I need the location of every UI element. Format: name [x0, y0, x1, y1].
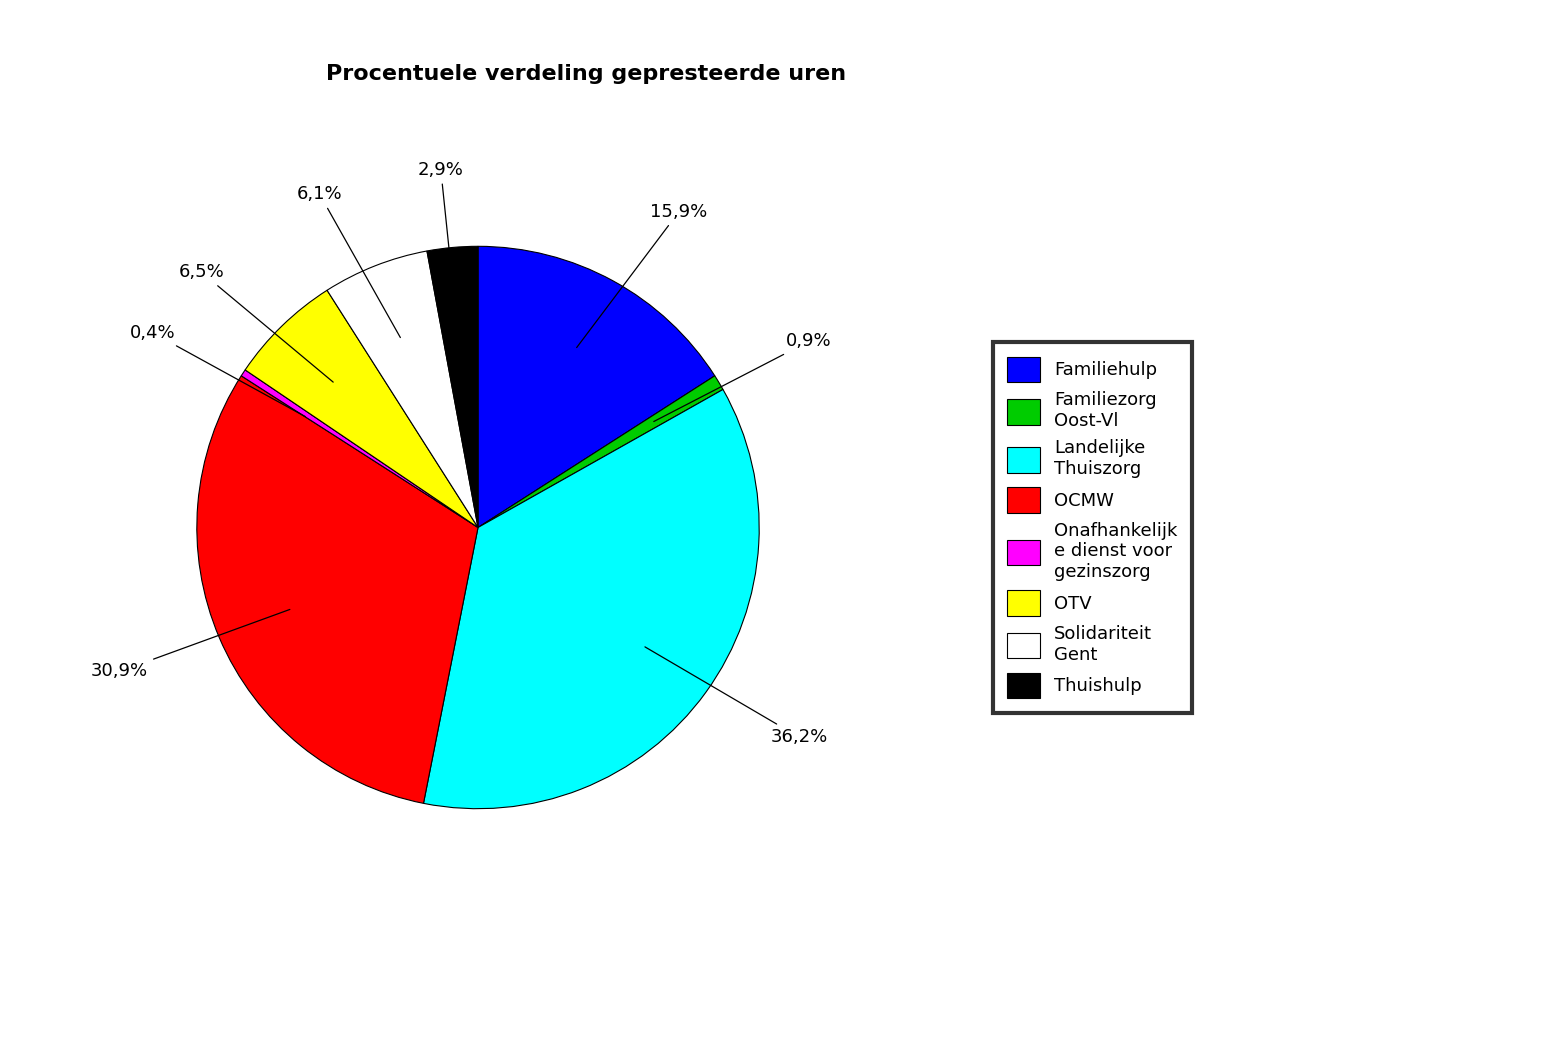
Wedge shape	[241, 370, 478, 528]
Wedge shape	[478, 376, 723, 528]
Wedge shape	[197, 376, 478, 803]
Text: 2,9%: 2,9%	[418, 160, 464, 324]
Text: 36,2%: 36,2%	[645, 647, 828, 746]
Legend: Familiehulp, Familiezorg
Oost-Vl, Landelijke
Thuiszorg, OCMW, Onafhankelijk
e di: Familiehulp, Familiezorg Oost-Vl, Landel…	[993, 343, 1192, 712]
Wedge shape	[424, 389, 759, 809]
Text: Procentuele verdeling gepresteerde uren: Procentuele verdeling gepresteerde uren	[325, 64, 847, 83]
Text: 30,9%: 30,9%	[91, 610, 290, 680]
Text: 6,5%: 6,5%	[179, 263, 333, 382]
Wedge shape	[245, 290, 478, 528]
Text: 6,1%: 6,1%	[296, 185, 401, 338]
Wedge shape	[327, 251, 478, 528]
Text: 15,9%: 15,9%	[577, 203, 708, 347]
Text: 0,4%: 0,4%	[130, 324, 305, 417]
Wedge shape	[478, 246, 715, 528]
Text: 0,9%: 0,9%	[654, 332, 831, 422]
Wedge shape	[427, 246, 478, 528]
